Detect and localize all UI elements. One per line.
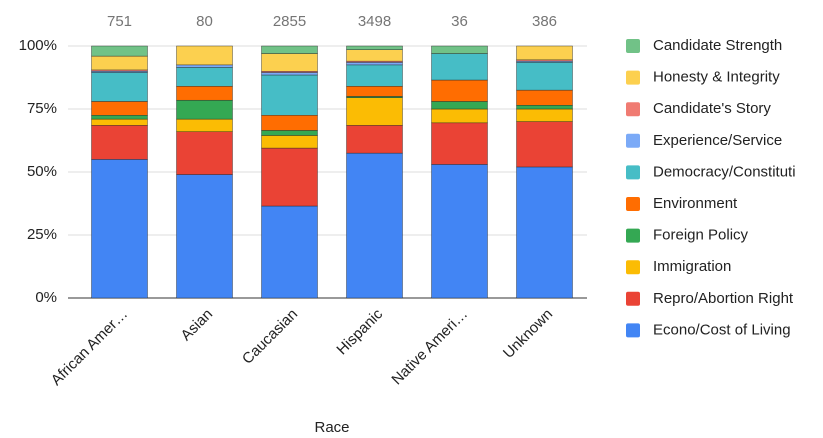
legend-label: Candidate's Story xyxy=(653,100,771,117)
bar-segment xyxy=(516,121,573,168)
legend-label: Foreign Policy xyxy=(653,227,749,244)
bar-segment xyxy=(346,152,403,299)
legend-swatch xyxy=(626,228,640,243)
bar-total-label: 80 xyxy=(196,13,213,30)
legend-swatch xyxy=(626,102,640,117)
x-tick-label: Asian xyxy=(178,306,217,345)
bar-segment xyxy=(346,49,403,62)
x-tick-label: Native Ameri… xyxy=(388,306,471,389)
legend-swatch xyxy=(626,165,640,180)
x-tick-label: Hispanic xyxy=(333,305,386,358)
bar-segment xyxy=(91,72,148,102)
bar-segment xyxy=(431,53,488,81)
legend-label: Experience/Service xyxy=(653,132,782,149)
bar-segment xyxy=(431,101,488,110)
bar-segment xyxy=(176,99,233,120)
bar-segment xyxy=(346,64,403,87)
bar-segment xyxy=(516,89,573,106)
bar-segment xyxy=(176,118,233,132)
legend-label: Democracy/Constituti xyxy=(653,163,796,180)
bar-segment xyxy=(346,97,403,126)
bar-segment xyxy=(91,101,148,116)
legend-label: Immigration xyxy=(653,258,731,275)
bar-segment xyxy=(176,131,233,175)
bar-segment xyxy=(516,166,573,299)
bar-segment xyxy=(516,62,573,91)
y-tick-label: 100% xyxy=(19,37,57,54)
bar-total-label: 386 xyxy=(532,13,557,30)
legend-swatch xyxy=(626,70,640,85)
legend-swatch xyxy=(626,197,640,211)
bar-segment xyxy=(346,45,403,50)
legend-label: Candidate Strength xyxy=(653,37,782,54)
bar-segment xyxy=(91,125,148,160)
bar-segment xyxy=(176,174,233,299)
legend-label: Environment xyxy=(653,195,738,212)
bar-segment xyxy=(431,122,488,165)
bar-segment xyxy=(516,105,573,110)
x-tick-label: Unknown xyxy=(500,306,556,362)
legend-label: Honesty & Integrity xyxy=(653,69,780,86)
bar-segment xyxy=(261,72,318,76)
legend-label: Econo/Cost of Living xyxy=(653,321,791,338)
bar-segment xyxy=(176,67,233,87)
x-axis-title: Race xyxy=(314,419,349,436)
legend-label: Repro/Abortion Right xyxy=(653,290,794,307)
bar-total-label: 2855 xyxy=(273,13,306,30)
bar-segment xyxy=(176,64,233,68)
bar-segment xyxy=(176,86,233,101)
x-tick-label: Caucasian xyxy=(239,306,301,368)
bar-segment xyxy=(261,53,318,72)
legend-swatch xyxy=(626,260,640,275)
x-tick-label: African Amer… xyxy=(48,306,131,389)
bar-segment xyxy=(91,45,148,57)
bar-segment xyxy=(261,135,318,149)
bar-segment xyxy=(176,45,233,66)
y-tick-label: 50% xyxy=(27,163,57,180)
bar-segment xyxy=(91,55,148,71)
y-tick-label: 25% xyxy=(27,226,57,243)
legend-swatch xyxy=(626,39,640,53)
bar-segment xyxy=(431,164,488,299)
bar-segment xyxy=(431,79,488,102)
bar-segment xyxy=(516,108,573,122)
bar-segment xyxy=(431,108,488,124)
legend-swatch xyxy=(626,323,640,338)
legend-swatch xyxy=(626,291,640,306)
bar-segment xyxy=(261,147,318,207)
bar-segment xyxy=(261,45,318,54)
bar-segment xyxy=(346,62,403,66)
y-tick-label: 75% xyxy=(27,100,57,117)
bar-segment xyxy=(91,118,148,126)
bar-total-label: 3498 xyxy=(358,13,391,30)
bar-segment xyxy=(261,205,318,299)
bar-segment xyxy=(91,159,148,299)
bar-segment xyxy=(91,115,148,120)
bar-segment xyxy=(261,115,318,131)
bar-segment xyxy=(261,74,318,116)
bar-total-label: 36 xyxy=(451,13,468,30)
bar-segment xyxy=(516,45,573,61)
legend-swatch xyxy=(626,133,640,148)
bar-segment xyxy=(346,125,403,154)
y-tick-label: 0% xyxy=(35,289,57,306)
bar-segment xyxy=(346,86,403,97)
bar-segment xyxy=(261,130,318,136)
bar-segment xyxy=(431,45,488,54)
bar-total-label: 751 xyxy=(107,13,132,30)
